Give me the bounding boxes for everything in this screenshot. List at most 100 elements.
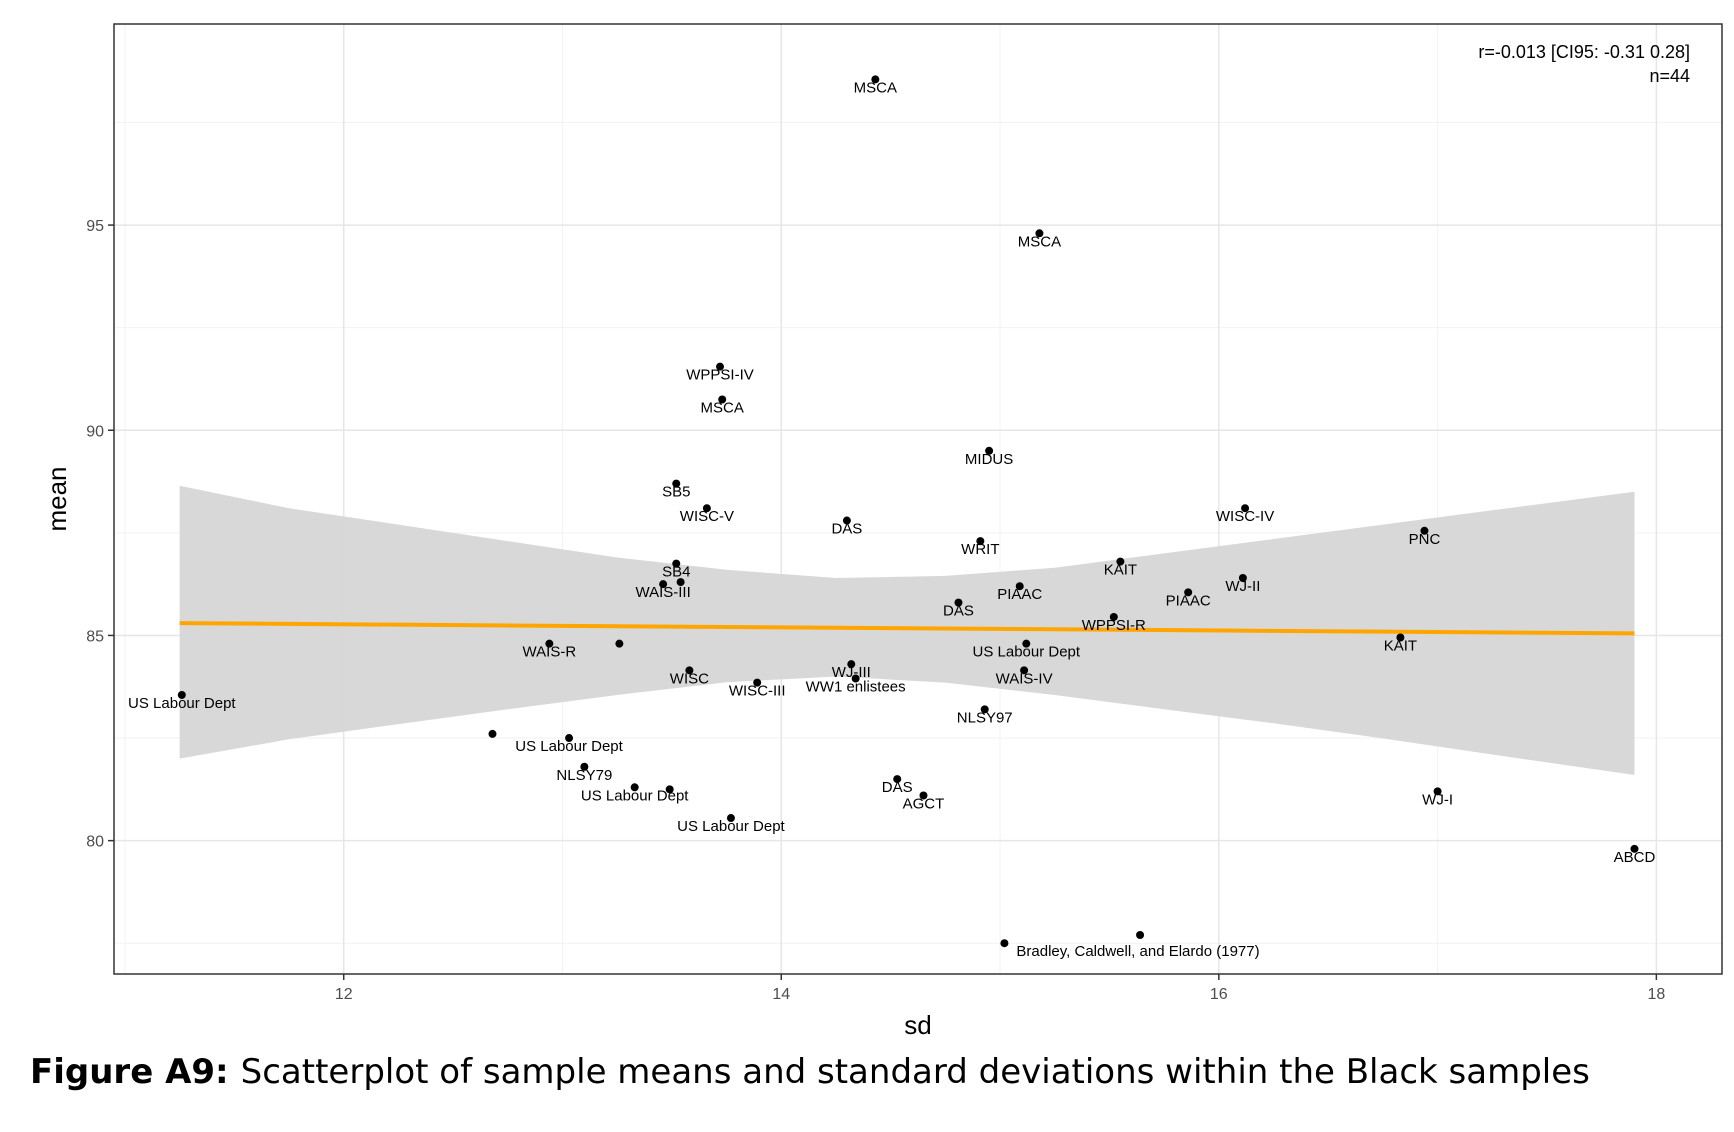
point-label: MSCA	[1018, 233, 1061, 250]
point-label: KAIT	[1104, 562, 1137, 579]
point-label: PNC	[1409, 531, 1441, 548]
confidence-band	[179, 485, 1635, 775]
data-point	[1015, 582, 1024, 591]
y-tick-label: 90	[86, 423, 104, 440]
data-point	[615, 639, 624, 648]
point-label: WPPSI-IV	[686, 367, 754, 384]
point-label: AGCT	[903, 795, 945, 812]
x-tick-label: 12	[335, 986, 353, 1003]
figure-caption: Figure A9: Scatterplot of sample means an…	[30, 1052, 1590, 1092]
data-point	[753, 678, 762, 687]
data-point	[893, 775, 902, 784]
data-point	[565, 734, 574, 743]
data-point	[659, 580, 668, 589]
data-point	[1420, 526, 1429, 535]
point-label: ABCD	[1614, 849, 1656, 866]
point-label: WPPSI-R	[1082, 617, 1146, 634]
point-label: KAIT	[1384, 637, 1417, 654]
data-point	[580, 762, 589, 771]
point-label: WAIS-III	[635, 584, 690, 601]
data-point	[1020, 666, 1029, 675]
point-label: US Labour Dept	[677, 818, 785, 835]
y-tick-label: 80	[86, 834, 104, 851]
y-axis-title: mean	[42, 466, 72, 531]
figure-label: Figure A9:	[30, 1052, 229, 1092]
scatterplot: MSCA MSCA WPPSI-IV MSCA MIDUS SB5 WISC-V DAS WIS…	[42, 23, 1723, 1040]
data-point	[702, 504, 711, 513]
point-label: WJ-III	[832, 664, 871, 681]
point-label: NLSY97	[957, 709, 1013, 726]
data-point	[1396, 633, 1405, 642]
point-labels: MSCA MSCA WPPSI-IV MSCA MIDUS SB5 WISC-V DAS WIS…	[128, 79, 1655, 960]
stats-annotation-n: n=44	[1649, 66, 1690, 86]
point-label: DAS	[831, 521, 862, 538]
data-point	[1184, 588, 1193, 597]
data-point	[716, 362, 725, 371]
panel-border	[113, 23, 1723, 975]
point-label: WISC	[670, 670, 709, 687]
point-label: WISC-V	[680, 508, 734, 525]
data-point	[851, 674, 860, 683]
data-point	[1630, 844, 1639, 853]
point-label: MIDUS	[965, 451, 1013, 468]
point-label: Bradley, Caldwell, and Elardo (1977)	[1016, 943, 1259, 960]
data-point	[177, 690, 186, 699]
data-point	[545, 639, 554, 648]
stats-annotation-r: r=-0.013 [CI95: -0.31 0.28]	[1478, 42, 1690, 62]
data-point	[685, 666, 694, 675]
point-label: PIAAC	[1166, 592, 1211, 609]
point-label: US Labour Dept	[128, 695, 236, 712]
data-point	[842, 516, 851, 525]
point-label: WAIS-R	[523, 644, 577, 661]
point-label: DAS	[943, 603, 974, 620]
data-point	[871, 75, 880, 84]
y-tick-label: 95	[86, 218, 104, 235]
data-point	[726, 814, 735, 823]
figure-caption-text: Scatterplot of sample means and standard…	[240, 1052, 1590, 1092]
data-point	[672, 479, 681, 488]
point-label: MSCA	[854, 79, 897, 96]
point-label: MSCA	[701, 399, 744, 416]
point-label: US Labour Dept	[515, 738, 623, 755]
data-point	[1035, 229, 1044, 238]
y-tick-label: 85	[86, 628, 104, 645]
point-label: SB5	[662, 484, 690, 501]
confidence-band-area	[179, 485, 1635, 775]
data-point	[1109, 612, 1118, 621]
data-point	[630, 783, 639, 792]
data-point	[1000, 939, 1009, 948]
data-point	[985, 446, 994, 455]
point-label: WJ-II	[1225, 578, 1260, 595]
point-label: DAS	[882, 779, 913, 796]
point-label: SB4	[662, 564, 690, 581]
data-point	[1022, 639, 1031, 648]
data-point	[1241, 504, 1250, 513]
point-label: WISC-III	[729, 683, 786, 700]
x-tick-label: 18	[1647, 986, 1665, 1003]
data-point	[847, 660, 856, 669]
point-label: PIAAC	[997, 586, 1042, 603]
data-point	[676, 578, 685, 587]
data-point	[718, 395, 727, 404]
data-point	[980, 705, 989, 714]
data-point	[672, 559, 681, 568]
axes: 12 14 16 18 80 85 90 95	[86, 218, 1665, 1003]
point-label: US Labour Dept	[581, 787, 689, 804]
data-point	[1116, 557, 1125, 566]
data-point	[665, 785, 674, 794]
data-point	[1238, 573, 1247, 582]
point-label: WJ-I	[1422, 791, 1453, 808]
point-label: WAIS-IV	[996, 670, 1053, 687]
point-label: US Labour Dept	[973, 644, 1081, 661]
data-point	[954, 598, 963, 607]
x-axis-title: sd	[904, 1010, 931, 1040]
data-points	[177, 75, 1639, 948]
data-point	[976, 537, 985, 546]
point-label: NLSY79	[556, 767, 612, 784]
data-point	[1433, 787, 1442, 796]
point-label: WISC-IV	[1216, 508, 1274, 525]
data-point	[919, 791, 928, 800]
regression-line-path	[179, 621, 1635, 636]
x-tick-label: 16	[1210, 986, 1228, 1003]
data-point	[1136, 931, 1145, 940]
